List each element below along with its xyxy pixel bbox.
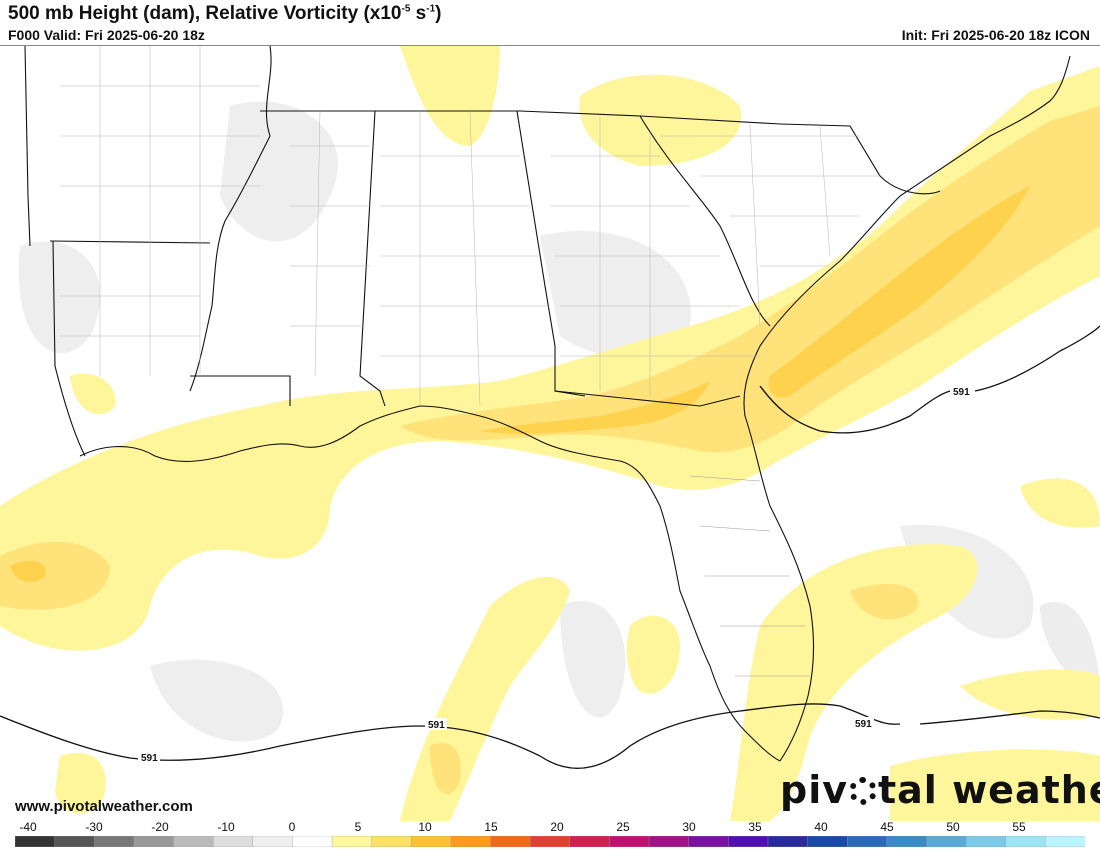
colorbar-segment (450, 836, 492, 847)
website-label[interactable]: www.pivotalweather.com (15, 798, 193, 815)
colorbar-segment (688, 836, 730, 847)
county-lines (60, 46, 880, 407)
valid-time: F000 Valid: Fri 2025-06-20 18z (8, 27, 205, 43)
colorbar (15, 836, 1085, 847)
colorbar-segment (331, 836, 373, 847)
vorticity-shading-mid (0, 106, 1100, 795)
contour-label-bg (852, 717, 874, 729)
colorbar-tick: 55 (1012, 820, 1026, 834)
colorbar-tick: 35 (748, 820, 762, 834)
colorbar-segment (252, 836, 294, 847)
gear-icon (849, 777, 877, 805)
colorbar-segment (173, 836, 214, 847)
colorbar-segment (767, 836, 809, 847)
colorbar-segment (1045, 836, 1085, 847)
colorbar-tick: 10 (418, 820, 432, 834)
colorbar-tick: 20 (550, 820, 564, 834)
contour-label-bg (138, 751, 160, 763)
colorbar-segment (965, 836, 1007, 847)
colorbar-ticks: -40 -30 -20 -10 0 5 10 15 20 25 30 35 40… (0, 820, 1100, 836)
colorbar-tick: 45 (880, 820, 894, 834)
map-canvas: 591 591 591 591 (0, 46, 1100, 821)
colorbar-tick: 0 (288, 820, 296, 834)
colorbar-tick: 5 (354, 820, 362, 834)
colorbar-segment (15, 836, 56, 847)
colorbar-segment (886, 836, 928, 847)
colorbar-segment (1005, 836, 1047, 847)
colorbar-tick: -30 (85, 820, 103, 834)
contour-label-bg (950, 385, 972, 397)
height-contour-591 (0, 325, 1100, 769)
colorbar-segment (54, 836, 95, 847)
state-borders (24, 46, 1071, 762)
colorbar-tick: -10 (217, 820, 235, 834)
init-time: Init: Fri 2025-06-20 18z ICON (901, 27, 1090, 43)
colorbar-tick: 30 (682, 820, 696, 834)
colorbar-segment (529, 836, 571, 847)
colorbar-segment (609, 836, 650, 847)
vorticity-shading-high (10, 186, 1030, 582)
colorbar-segment (807, 836, 848, 847)
colorbar-tick: 40 (814, 820, 828, 834)
map-panel[interactable]: 591 591 591 591 (0, 45, 1100, 821)
contour-label-591: 591 (855, 719, 872, 730)
map-title: 500 mb Height (dam), Relative Vorticity … (8, 3, 442, 24)
colorbar-segment (490, 836, 531, 847)
colorbar-tick: -40 (19, 820, 37, 834)
colorbar-segment (926, 836, 967, 847)
header: 500 mb Height (dam), Relative Vorticity … (0, 0, 1100, 45)
colorbar-tick: 15 (484, 820, 498, 834)
colorbar-tick: 25 (616, 820, 630, 834)
colorbar-tick: 50 (946, 820, 960, 834)
colorbar-segment (411, 836, 452, 847)
colorbar-tick: -20 (151, 820, 169, 834)
colorbar-segment (371, 836, 413, 847)
colorbar-segment (847, 836, 888, 847)
colorbar-segment (728, 836, 769, 847)
colorbar-segment (292, 836, 333, 847)
contour-label-591: 591 (141, 753, 158, 764)
colorbar-segment (648, 836, 690, 847)
contour-label-bg (425, 718, 447, 730)
colorbar-segment (212, 836, 254, 847)
colorbar-segment (133, 836, 175, 847)
colorbar-segment (569, 836, 611, 847)
contour-label-591: 591 (953, 387, 970, 398)
contour-label-591: 591 (428, 720, 445, 731)
colorbar-segment (94, 836, 135, 847)
